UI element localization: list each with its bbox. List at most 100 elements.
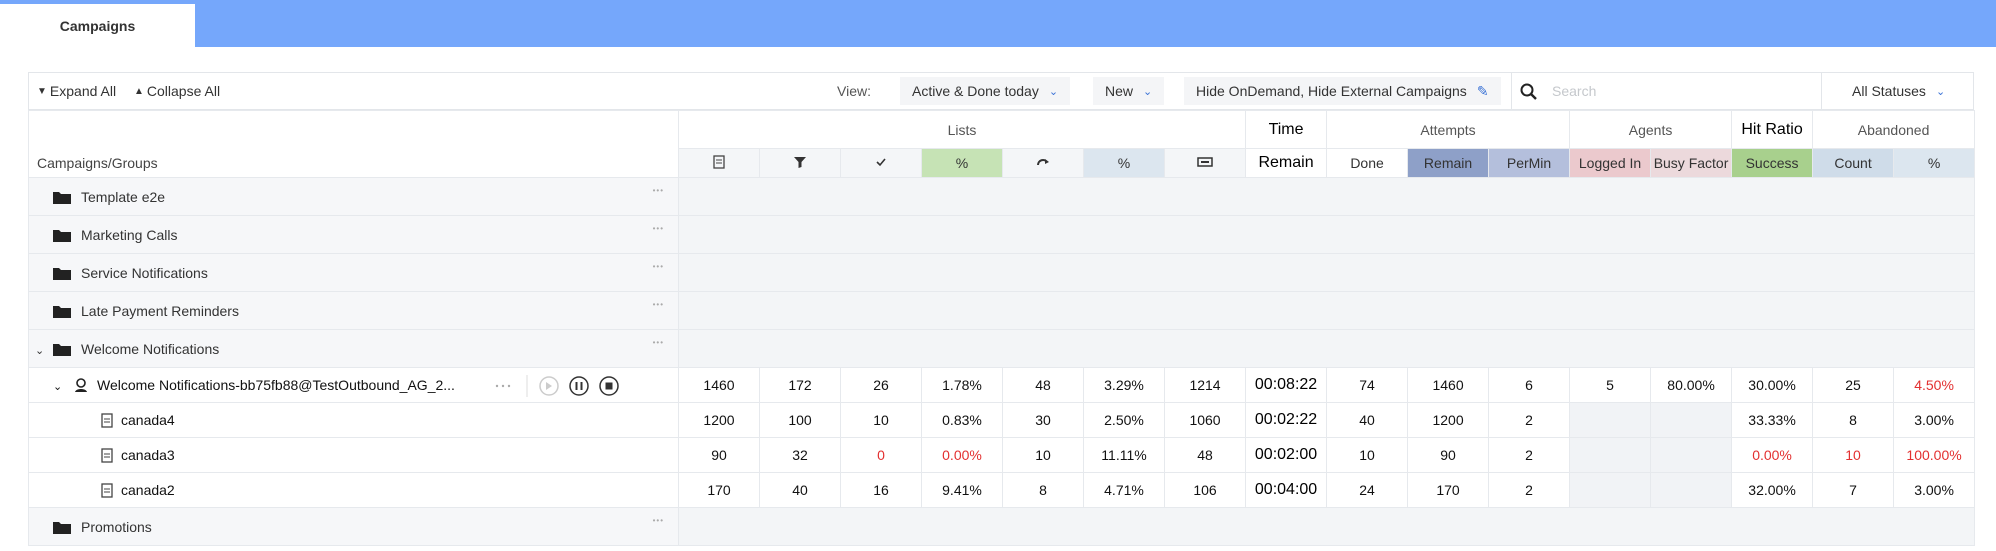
data-cell: 3.00% (1893, 472, 1976, 508)
column-header: PerMin (1488, 148, 1571, 178)
search-input[interactable]: Search (1552, 83, 1597, 99)
column-header: Count (1812, 148, 1895, 178)
data-cell: 100 (759, 402, 841, 438)
data-cell: 0.00% (1731, 437, 1814, 473)
search-icon (1520, 83, 1537, 100)
data-cell: 90 (1407, 437, 1490, 473)
data-cell: 0.00% (921, 437, 1003, 473)
data-cell: 30.00% (1731, 367, 1814, 403)
data-cell: 1060 (1163, 402, 1247, 438)
status-value: All Statuses (1852, 83, 1926, 99)
list-icon (101, 447, 113, 463)
data-cell: 10 (1002, 437, 1084, 473)
column-header: Remain (1245, 148, 1328, 178)
campaigns-tab[interactable]: Campaigns (0, 4, 195, 47)
data-cell: 172 (759, 367, 841, 403)
list-row: canada4 1200 100 10 0.83% 30 2.50% 1060 00:02:22… (28, 402, 1976, 438)
data-cell: 7 (1812, 472, 1895, 508)
data-cell: 4.71% (1083, 472, 1165, 508)
list-name: canada2 (121, 482, 175, 498)
group-row[interactable]: Late Payment Reminders ••• (28, 291, 1976, 330)
data-cell: 0 (840, 437, 922, 473)
group-name: Promotions (81, 518, 152, 535)
group-name: Service Notifications (81, 264, 208, 281)
column-header: Remain (1407, 148, 1490, 178)
expand-all[interactable]: ▼ Expand All (37, 83, 117, 99)
collapse-all-label: Collapse All (146, 83, 221, 99)
data-cell: 2 (1488, 472, 1571, 508)
view-label: View: (837, 83, 871, 99)
filter-value: Hide OnDemand, Hide External Campaigns (1196, 83, 1467, 99)
campaign-table: Campaigns/Groups Lists Time Attempts Agents H… (28, 110, 1976, 546)
group-fill (677, 507, 1976, 546)
data-cell (1569, 402, 1652, 438)
expand-toggle[interactable]: ⌄ (35, 344, 45, 357)
data-cell: 00:02:00 (1245, 437, 1328, 473)
group-name: Late Payment Reminders (81, 302, 239, 319)
group-row[interactable]: Template e2e ••• (28, 177, 1976, 216)
column-icon (678, 148, 760, 178)
data-cell: 10 (1812, 437, 1895, 473)
column-header: Logged In (1569, 148, 1652, 178)
data-cell: 1460 (678, 367, 760, 403)
header-group-row: Campaigns/Groups Lists Time Attempts Agents H… (28, 110, 1976, 178)
data-cell: 32 (759, 437, 841, 473)
data-cell: 1214 (1163, 367, 1247, 403)
view-value: Active & Done today (912, 83, 1039, 99)
list-name-cell: canada3 (28, 437, 679, 473)
group-row[interactable]: Service Notifications ••• (28, 253, 1976, 292)
separator (1821, 73, 1822, 109)
group-fill (677, 291, 1976, 330)
group-fill (677, 177, 1976, 216)
data-cell: 30 (1002, 402, 1084, 438)
data-cell: 2.50% (1083, 402, 1165, 438)
row-menu[interactable]: ••• (652, 186, 664, 195)
data-cell: 100.00% (1893, 437, 1976, 473)
data-cell: 26 (840, 367, 922, 403)
campaign-controls[interactable] (489, 375, 619, 400)
group-row[interactable]: Promotions ••• (28, 507, 1976, 546)
group-row[interactable]: Marketing Calls ••• (28, 215, 1976, 254)
list-row: canada3 90 32 0 0.00% 10 11.11% 48 00:02:00 10 90 2… (28, 437, 1976, 473)
data-cell: 48 (1002, 367, 1084, 403)
data-cell: 10 (1326, 437, 1409, 473)
data-cell: 48 (1163, 437, 1247, 473)
data-cell: 9.41% (921, 472, 1003, 508)
row-menu[interactable]: ••• (652, 338, 664, 347)
data-cell: 0.83% (921, 402, 1003, 438)
data-cell: 8 (1002, 472, 1084, 508)
group-name-cell: Marketing Calls ••• (28, 215, 679, 254)
data-cell: 170 (678, 472, 760, 508)
group-row[interactable]: ⌄ Welcome Notifications ••• (28, 329, 1976, 368)
data-cell: 4.50% (1893, 367, 1976, 403)
folder-icon (53, 341, 71, 357)
campaign-row: ⌄ Welcome Notifications-bb75fb88@TestOutb… (28, 367, 1976, 403)
expand-toggle[interactable]: ⌄ (53, 381, 63, 393)
data-cell: 3.00% (1893, 402, 1976, 438)
filter[interactable]: Hide OnDemand, Hide External Campaigns ✎ (1184, 77, 1501, 105)
group-name-cell: Template e2e ••• (28, 177, 679, 216)
data-cell: 2 (1488, 437, 1571, 473)
new-select[interactable]: New ⌄ (1093, 77, 1165, 105)
row-menu[interactable]: ••• (652, 262, 664, 271)
collapse-all[interactable]: ▲ Collapse All (134, 83, 221, 99)
list-icon (101, 412, 113, 428)
data-cell: 170 (1407, 472, 1490, 508)
list-name-cell: canada4 (28, 402, 679, 438)
row-menu[interactable]: ••• (652, 224, 664, 233)
status-select[interactable]: All Statuses ⌄ (1852, 83, 1946, 99)
data-cell: 16 (840, 472, 922, 508)
row-menu[interactable]: ••• (652, 300, 664, 309)
view-select[interactable]: Active & Done today ⌄ (900, 77, 1071, 105)
folder-icon (53, 189, 71, 205)
data-cell: 24 (1326, 472, 1409, 508)
group-name: Template e2e (81, 188, 166, 205)
data-cell (1650, 437, 1733, 473)
data-cell: 80.00% (1650, 367, 1733, 403)
column-header: % (1083, 148, 1165, 178)
data-cell: 40 (1326, 402, 1409, 438)
data-cell (1569, 437, 1652, 473)
data-cell: 6 (1488, 367, 1571, 403)
list-name: canada3 (121, 447, 175, 463)
row-menu[interactable]: ••• (652, 516, 664, 525)
